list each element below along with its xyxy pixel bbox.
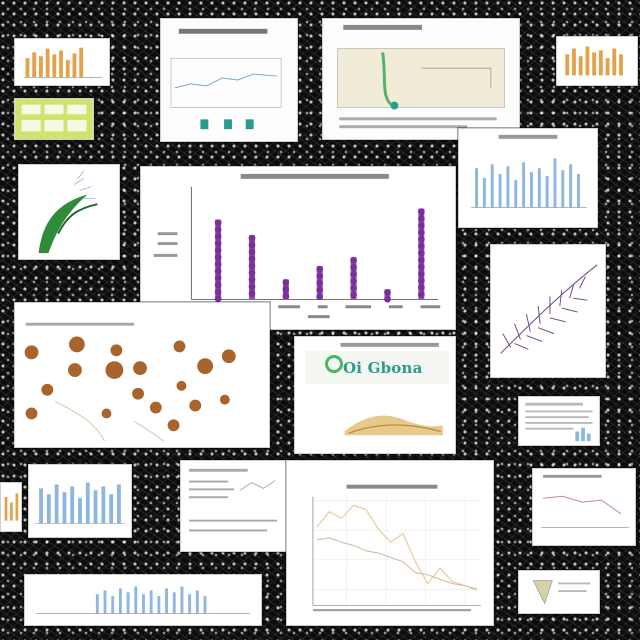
main-bar-chart [141,167,455,329]
thumb-card-orange-bars[interactable] [14,38,110,86]
thumb-card-blue-bars[interactable] [458,128,598,228]
line-chart-card[interactable] [286,460,494,626]
logo-text: Oi Gbona [343,359,423,377]
bar-6 [417,208,425,300]
orange-bars-right-thumb [557,37,637,85]
line-right-thumb [533,469,635,545]
bar-series [214,208,425,303]
y-axis-label-blur [153,232,178,257]
bar-1 [248,234,256,300]
thumb-card-edge-left[interactable] [0,482,22,532]
thumb-card-bottom-right[interactable] [518,570,600,614]
thumb-card-botanical-sketch[interactable] [490,244,606,378]
line-series-group [316,504,478,591]
line-series-1 [316,537,478,590]
thumb-card-small-doc-right[interactable] [518,396,600,446]
diagram-thumb [323,19,519,139]
blue-bars-thumb [459,129,597,227]
chart-title-blur [240,173,389,179]
thumb-card-green-table[interactable] [14,98,94,140]
thumb-card-blue-bars-bottom[interactable] [28,464,132,538]
blue-bars-bottom-thumb [29,465,131,537]
logo-card-background [295,337,455,453]
botanical-sketch [491,245,605,377]
thumb-card-wide-bars[interactable] [24,574,262,626]
report-thumb [161,19,297,141]
thumb-card-diagram[interactable] [322,18,520,140]
thumb-card-plant[interactable] [18,164,120,260]
logo-ring-icon [325,355,343,373]
bar-4 [350,256,357,300]
edge-left-thumb [1,484,21,530]
thumb-card-report[interactable] [160,18,298,142]
line-chart [287,461,493,625]
line-series-0 [316,504,478,591]
orange-bars-thumb [16,39,108,85]
wide-bars-thumb [28,575,258,625]
thumb-card-logo[interactable]: Oi Gbona [294,336,456,454]
thumb-card-orange-bars-right[interactable] [556,36,638,86]
green-table-thumb [15,99,93,139]
bar-3 [316,265,324,301]
bottom-right-thumb [519,571,599,613]
line-chart-title-blur [346,484,438,489]
bar-0 [214,219,222,303]
dots-illustration [15,303,269,447]
bar-5 [384,289,391,303]
notes-thumb [181,461,291,551]
thumb-card-line-right[interactable] [532,468,636,546]
plant-illustration [19,165,119,259]
small-doc-right-thumb [519,397,599,445]
bar-2 [282,279,290,300]
thumb-card-notes[interactable] [180,460,292,552]
line-chart-x-ticks-blur [312,609,472,612]
thumb-card-dots[interactable] [14,302,270,448]
